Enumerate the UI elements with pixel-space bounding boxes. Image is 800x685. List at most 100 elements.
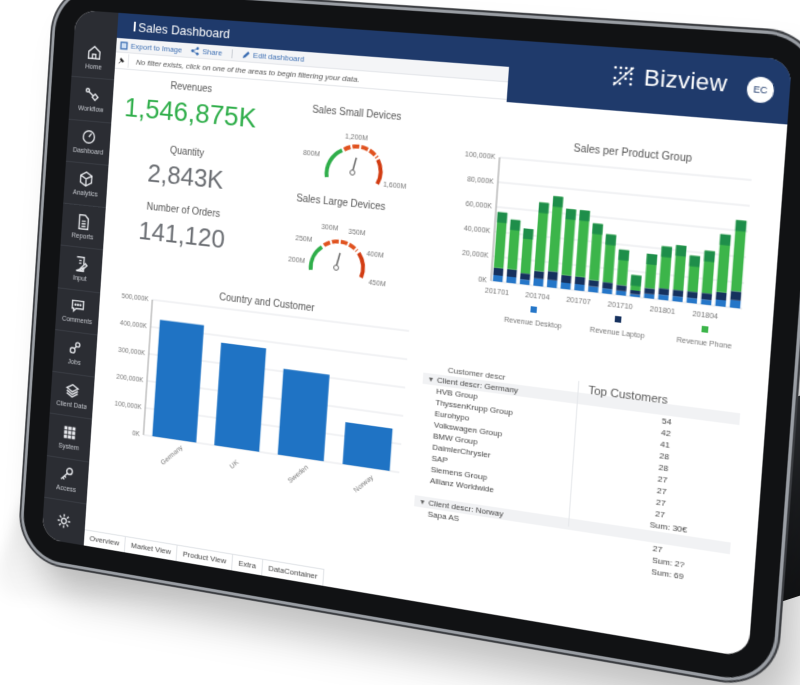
bar-segment-top (565, 208, 577, 221)
gauge-tick: 400M (366, 251, 384, 260)
sidebar-item-client-data[interactable]: Client Data (49, 371, 95, 420)
bar-segment (492, 274, 503, 283)
y-tick-label: 60,000K (465, 201, 493, 211)
sidebar-item-dashboard[interactable]: Dashboard (65, 119, 112, 166)
bar-segment (548, 196, 564, 272)
bar-segment (560, 274, 572, 284)
sidebar-item-label: Home (84, 63, 102, 72)
x-tick-label: 201704 (525, 292, 550, 302)
tab-product-view[interactable]: Product View (176, 545, 234, 571)
bar-segment (730, 290, 742, 301)
edit-dashboard-button[interactable]: Edit dashboard (242, 50, 305, 63)
y-tick-label: 300,000K (118, 347, 146, 358)
layers-icon (64, 381, 81, 400)
legend-swatch (530, 306, 538, 314)
bar-segment-top (719, 234, 731, 246)
comment-icon (69, 297, 86, 316)
sidebar-item-comments[interactable]: Comments (55, 287, 101, 336)
pencil-icon (242, 50, 250, 59)
filter-pin-button[interactable] (114, 53, 130, 68)
sidebar-item-system[interactable]: System (46, 413, 92, 463)
bar-segment-top (522, 228, 534, 240)
y-tick-label: 200,000K (116, 374, 144, 385)
bar-segment (644, 287, 655, 295)
sidebar-item-workflow[interactable]: Workflow (68, 77, 115, 124)
toolbar: Export to Image Share Edit dashboard (115, 37, 791, 104)
kpi-quantity[interactable]: Quantity 2,843K (116, 141, 257, 199)
cube-icon (78, 170, 95, 189)
bar-segment (506, 276, 517, 284)
sidebar-item-label: Workflow (77, 105, 104, 115)
y-tick-label: 0K (132, 430, 141, 438)
gauge-sales-small-devices[interactable]: Sales Small Devices 800M 1,200M 1,600M (284, 103, 426, 197)
gauge-tick: 300M (321, 224, 339, 233)
bar-segment (560, 282, 571, 290)
sidebar-item-analytics[interactable]: Analytics (63, 161, 109, 209)
bar-segment (701, 292, 713, 301)
bar-segment-top (538, 202, 549, 214)
kpi-orders[interactable]: Number of Orders 141,120 (112, 198, 253, 258)
bar-sweden (277, 368, 330, 462)
bar-segment (715, 299, 727, 307)
sidebar-item-label: Client Data (56, 399, 87, 411)
sidebar-item-access[interactable]: Access (44, 455, 90, 505)
bizview-logo-icon (611, 64, 636, 89)
x-tick-label: UK (229, 459, 241, 471)
sidebar-item-label: Input (72, 274, 87, 283)
sidebar-item-jobs[interactable]: Jobs (52, 329, 98, 378)
y-tick-label: 500,000K (121, 293, 149, 303)
bar-segment-top (630, 274, 642, 287)
pin-icon (118, 56, 126, 64)
customer-value: 27 (652, 543, 663, 555)
page-title: Sales Dashboard (137, 19, 231, 41)
bar-segment (533, 270, 545, 280)
gear-icon (55, 512, 72, 532)
report-icon (75, 212, 92, 231)
tab-datacontainer[interactable]: DataContainer (262, 559, 325, 586)
tab-overview[interactable]: Overview (83, 530, 127, 553)
legend-label: Revenue Desktop (504, 316, 563, 330)
legend-label: Revenue Laptop (590, 326, 646, 340)
gauge-tick: 200M (288, 256, 306, 265)
bar-segment-top (592, 223, 603, 235)
bar-segment (506, 268, 517, 278)
bar-segment-top (646, 253, 658, 266)
chart-sales-per-product-group[interactable]: Sales per Product Group 0K 20,000K 40,000K… (436, 132, 759, 373)
bar-segment-top (689, 255, 701, 268)
gauge-tick: 1,600M (383, 181, 407, 191)
sidebar-item-label: Jobs (67, 358, 81, 368)
bar-segment-top (579, 210, 590, 222)
legend-swatch (701, 325, 709, 333)
bar-segment-top (509, 219, 521, 231)
gauge-sales-large-devices[interactable]: Sales Large Devices 200M 250M 300M 350M … (268, 191, 410, 293)
workflow-icon (83, 85, 100, 104)
share-button[interactable]: Share (191, 46, 223, 57)
tab-extra[interactable]: Extra (232, 554, 264, 576)
chart-country-and-customer[interactable]: Country and Customer 0K 100,000K 200,000K 3… (98, 275, 422, 504)
export-label: Export to Image (130, 41, 183, 54)
export-to-image-button[interactable]: Export to Image (120, 41, 183, 54)
customer-value: 27 (654, 508, 666, 520)
gauge-tick: 250M (295, 235, 313, 244)
bar-segment (493, 267, 504, 276)
sidebar-item-label: Comments (61, 315, 93, 327)
x-tick-label: 201710 (607, 301, 633, 312)
tab-market-view[interactable]: Market View (125, 537, 178, 562)
bar-chart: 0K 100,000K 200,000K 300,000K 400,000K 500,00… (114, 293, 422, 494)
bar-segment (602, 281, 613, 290)
sidebar-item-label: Access (55, 484, 77, 495)
bar-segment (533, 278, 544, 287)
sidebar-item-home[interactable]: Home (71, 34, 117, 81)
y-tick-label: 40,000K (463, 225, 491, 235)
settings-button[interactable] (42, 497, 87, 545)
sidebar-item-input[interactable]: Input (57, 245, 103, 293)
kpi-revenues[interactable]: Revenues 1,546,875K (120, 77, 261, 135)
bar-germany (152, 319, 205, 443)
title-marker (133, 21, 136, 32)
x-tick-label: Germany (160, 444, 185, 467)
bar-uk (214, 342, 267, 452)
x-tick-label: 201804 (692, 311, 719, 322)
bar-segment-top (675, 245, 687, 257)
y-tick-label: 400,000K (120, 320, 148, 331)
sidebar-item-reports[interactable]: Reports (60, 203, 106, 251)
